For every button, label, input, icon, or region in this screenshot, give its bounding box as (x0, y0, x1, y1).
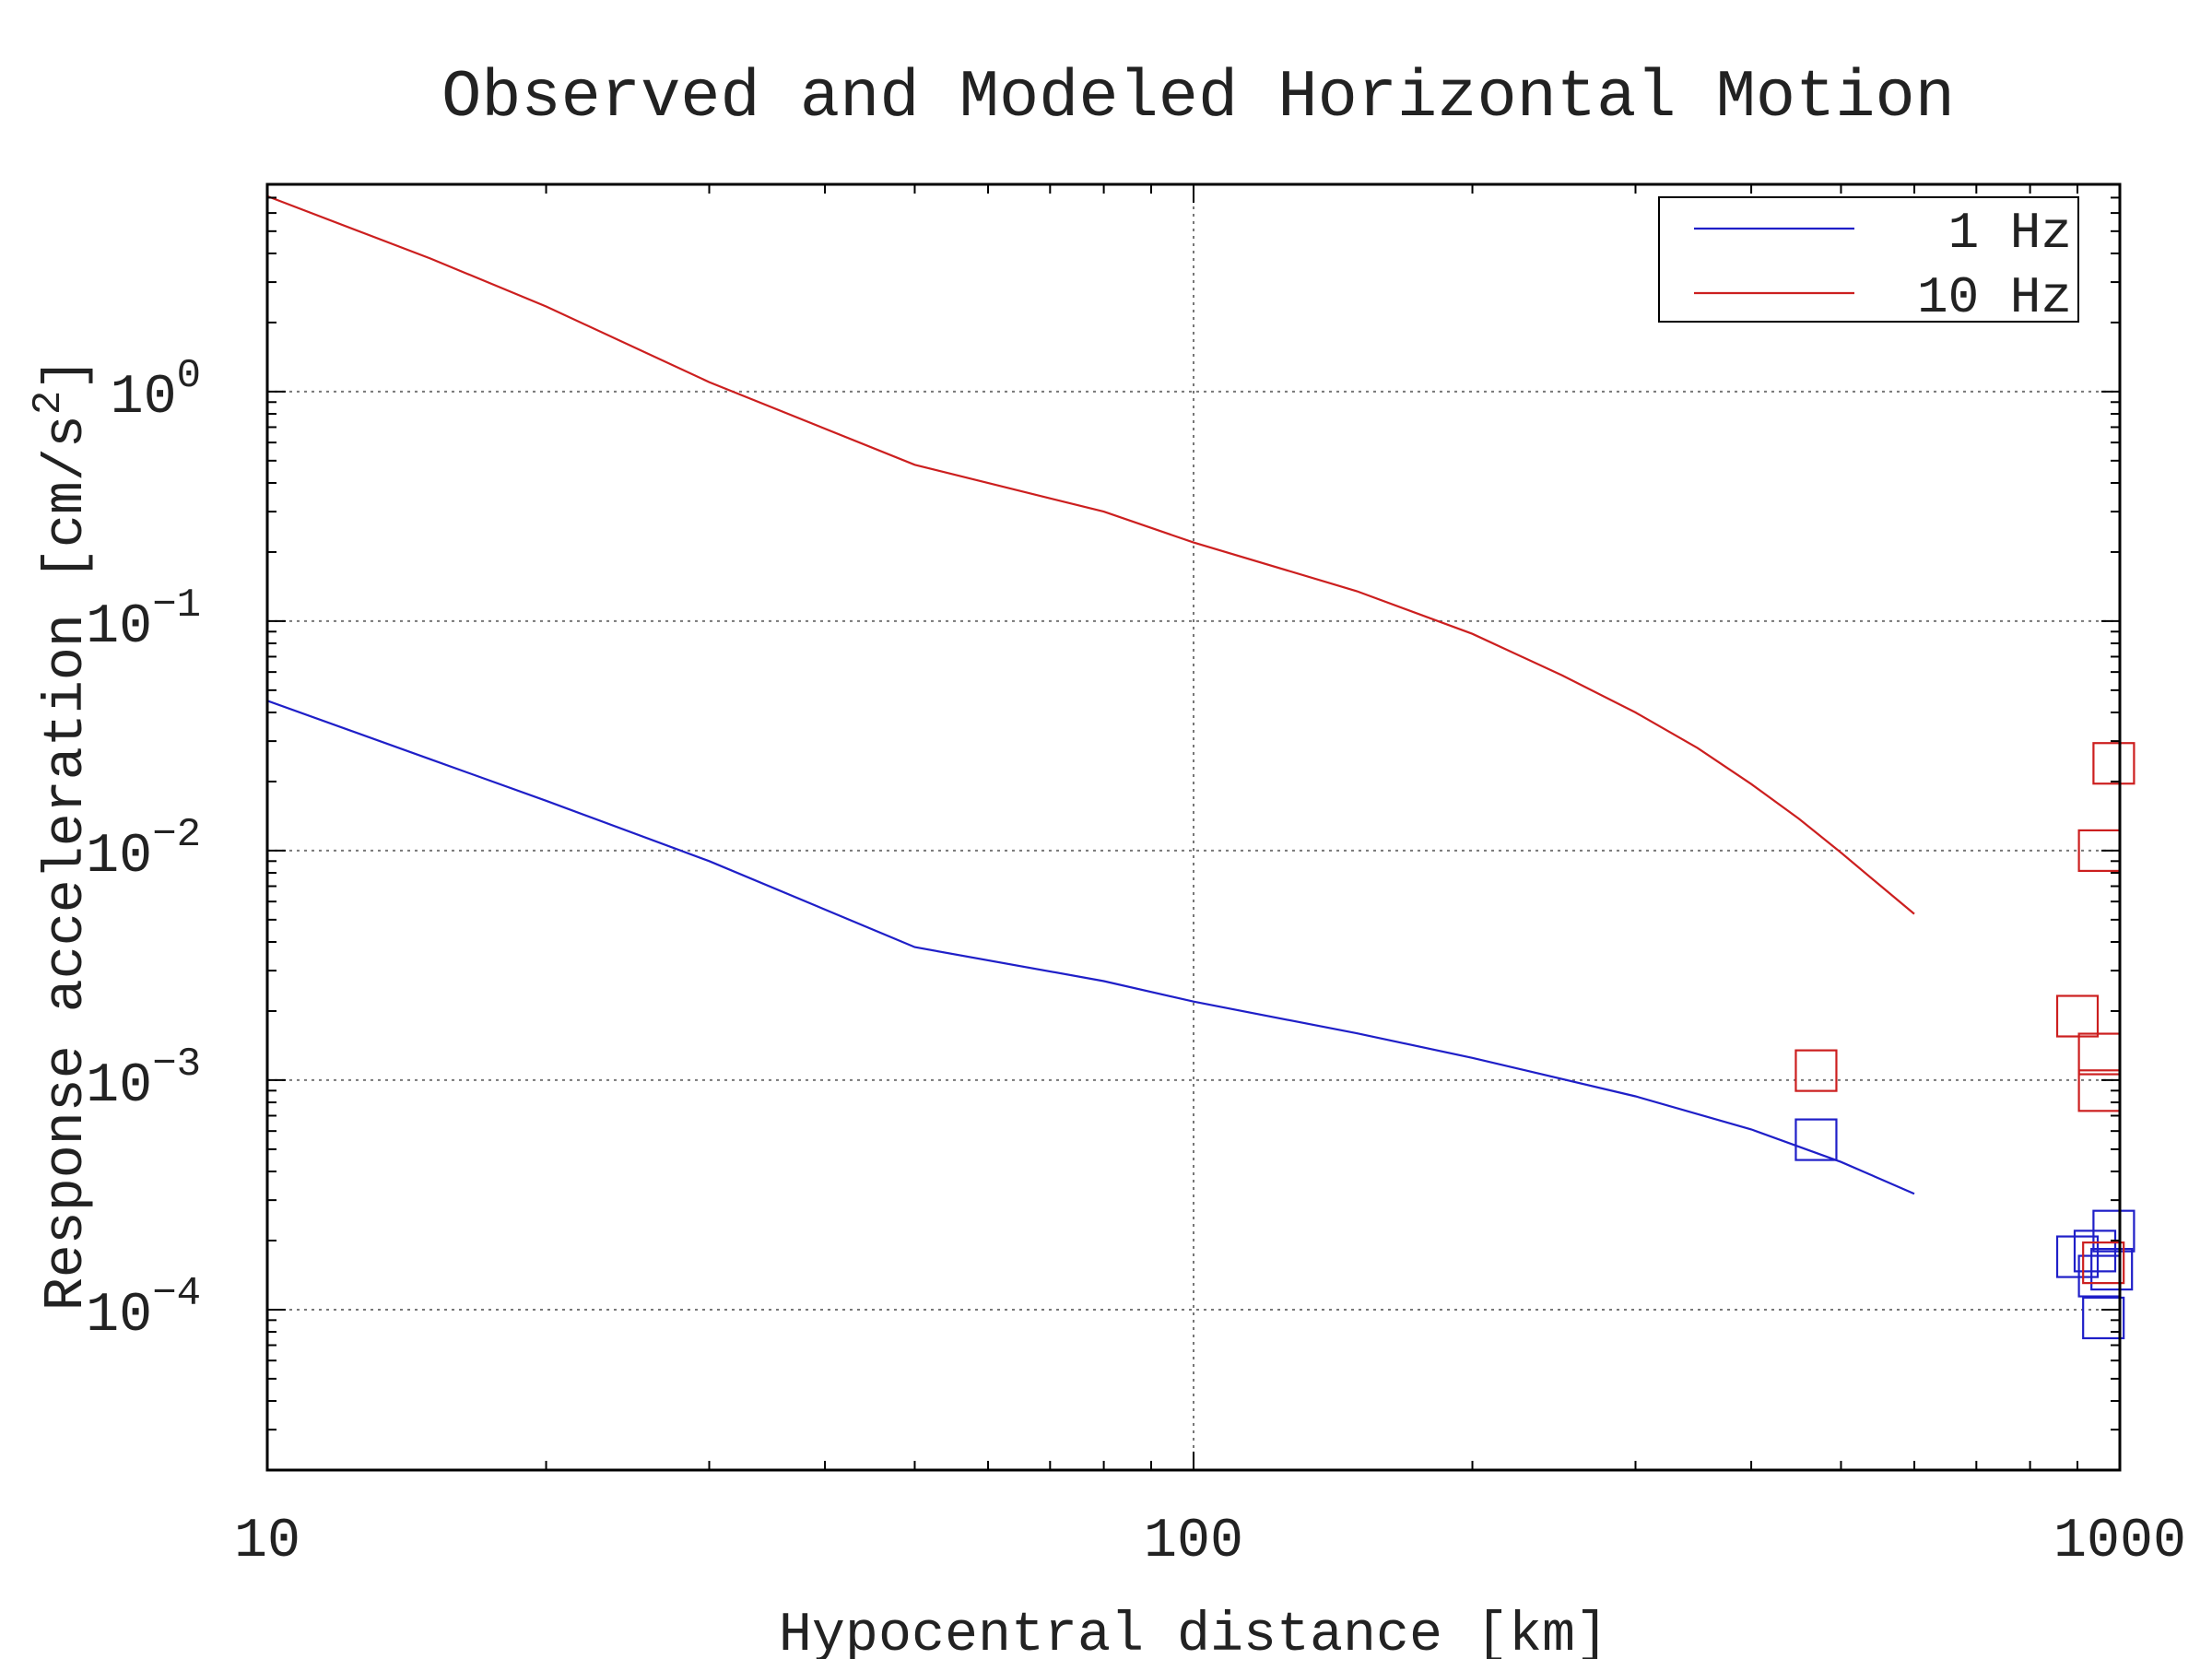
y-axis-label-text: Response acceleration [cm/s (36, 415, 99, 1311)
y-tick-label-exponent: −3 (152, 1041, 201, 1088)
x-axis-label: Hypocentral distance [km] (779, 1605, 1608, 1659)
legend-label-10hz: 10 Hz (1917, 268, 2072, 327)
y-tick-label: 10−1 (86, 582, 201, 659)
y-tick-label-base: 10 (86, 1285, 152, 1347)
observed-marker-1hz (2092, 1209, 2136, 1253)
x-tick-labels: 10 100 1000 (234, 1511, 2186, 1573)
observed-marker-1hz (1794, 1118, 1838, 1161)
y-tick-label-base: 10 (86, 596, 152, 659)
y-tick-label: 100 (111, 353, 201, 429)
y-tick-label-exponent: −4 (152, 1271, 201, 1317)
chart-title: Observed and Modeled Horizontal Motion (441, 60, 1955, 135)
series-lines (266, 194, 1915, 1195)
observed-marker-10hz (2092, 742, 2136, 785)
x-tick-label: 1000 (2053, 1511, 2186, 1573)
observed-marker-10hz (2082, 1241, 2125, 1285)
y-tick-label: 10−2 (86, 812, 201, 888)
y-tick-label-exponent: 0 (177, 353, 201, 399)
y-tick-label: 10−4 (86, 1271, 201, 1347)
y-tick-label-exponent: −2 (152, 812, 201, 858)
axis-ticks (266, 183, 2121, 1471)
y-axis-label-close: ] (36, 358, 99, 391)
y-tick-label-base: 10 (86, 826, 152, 888)
legend-label-1hz: 1 Hz (1948, 204, 2072, 263)
x-tick-label: 100 (1144, 1511, 1243, 1573)
legend-box (1658, 196, 2079, 323)
x-tick-label: 10 (234, 1511, 300, 1573)
y-axis-label-superscript: 2 (26, 391, 72, 415)
y-tick-label-exponent: −1 (152, 582, 201, 629)
y-tick-label-base: 10 (86, 1055, 152, 1118)
observed-marker-10hz (1794, 1049, 1838, 1092)
observed-marker-10hz (2055, 994, 2100, 1038)
y-tick-label: 10−3 (86, 1041, 201, 1118)
observed-marker-1hz (2090, 1247, 2134, 1291)
series-line-1hz (266, 700, 1915, 1195)
grid (267, 184, 2120, 1470)
y-axis-label: Response acceleration [cm/s2] (26, 358, 99, 1312)
series-line-10hz (266, 194, 1915, 915)
observed-marker-1hz (2082, 1296, 2125, 1340)
y-tick-label-base: 10 (111, 367, 177, 429)
